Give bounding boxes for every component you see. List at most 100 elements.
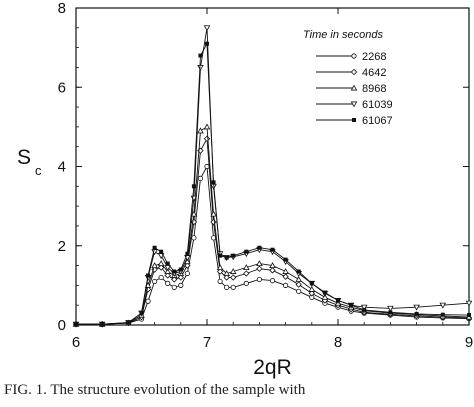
data-point xyxy=(270,247,275,252)
series-line-4642 xyxy=(76,137,470,325)
y-tick-label: 8 xyxy=(58,0,66,17)
data-point xyxy=(243,264,250,271)
data-point xyxy=(164,268,171,274)
data-point xyxy=(282,273,289,280)
data-point xyxy=(257,245,262,250)
data-point xyxy=(172,269,177,274)
data-point xyxy=(152,278,158,285)
data-point xyxy=(223,270,230,276)
data-point xyxy=(349,303,354,308)
data-point xyxy=(145,298,151,304)
data-point xyxy=(178,267,183,272)
data-point xyxy=(321,293,329,300)
legend-label-61039: 61039 xyxy=(362,99,393,111)
legend-label-8968: 8968 xyxy=(362,83,386,95)
data-point xyxy=(159,249,164,254)
data-point xyxy=(203,135,211,142)
series-61067 xyxy=(74,41,471,327)
legend-label-61067: 61067 xyxy=(362,115,393,127)
data-point xyxy=(203,123,211,130)
data-point xyxy=(197,64,204,71)
data-point xyxy=(184,270,190,277)
data-point xyxy=(197,175,204,181)
data-point xyxy=(269,278,276,284)
data-point xyxy=(198,53,203,58)
data-point xyxy=(269,262,276,269)
data-point xyxy=(165,280,171,286)
data-point xyxy=(151,262,158,269)
data-point xyxy=(205,41,209,46)
data-point xyxy=(216,268,224,275)
data-point xyxy=(184,258,191,265)
data-point xyxy=(256,265,263,272)
data-point xyxy=(465,300,473,307)
data-point xyxy=(244,249,249,254)
data-point xyxy=(157,264,165,271)
data-point xyxy=(283,257,288,262)
data-point xyxy=(243,270,250,277)
data-point xyxy=(178,282,184,288)
data-point xyxy=(256,260,263,267)
y-tick-label: 2 xyxy=(58,238,66,255)
data-point xyxy=(336,298,340,303)
data-point xyxy=(177,274,184,281)
data-point xyxy=(362,307,367,312)
series-line-2268 xyxy=(76,164,470,325)
series-line-8968 xyxy=(76,126,470,325)
data-point xyxy=(158,274,164,281)
x-tick-label: 9 xyxy=(465,334,473,351)
data-point xyxy=(146,273,151,278)
axes: 6 7 8 9 0 2 4 6 8 2qR Sc xyxy=(17,0,473,379)
data-point xyxy=(126,320,131,325)
data-point xyxy=(467,313,471,318)
data-point xyxy=(256,276,262,283)
series-4642 xyxy=(72,135,473,328)
data-point xyxy=(309,281,314,286)
data-point xyxy=(191,184,196,189)
data-point xyxy=(157,260,165,267)
x-axis-title: 2qR xyxy=(253,356,292,379)
data-point xyxy=(185,251,190,256)
series-8968 xyxy=(72,123,473,327)
data-point xyxy=(151,266,158,273)
data-point xyxy=(229,268,237,274)
x-tick-label: 7 xyxy=(203,334,211,351)
data-point xyxy=(388,310,393,315)
data-point xyxy=(295,281,302,288)
data-point xyxy=(308,285,316,292)
y-tick-label: 0 xyxy=(58,317,66,334)
plot-frame xyxy=(75,7,470,326)
data-point xyxy=(74,322,78,327)
legend-label-2268: 2268 xyxy=(362,51,386,63)
legend-marker-4642 xyxy=(350,68,358,76)
data-point xyxy=(269,267,276,274)
x-tick-label: 8 xyxy=(334,334,342,351)
data-point xyxy=(152,245,157,250)
data-point xyxy=(439,302,447,309)
data-point xyxy=(282,268,289,274)
x-tick-label: 6 xyxy=(72,334,80,351)
data-point xyxy=(414,311,419,316)
data-point xyxy=(204,163,210,170)
data-point xyxy=(203,25,211,32)
data-point xyxy=(164,272,171,279)
data-point xyxy=(224,284,230,290)
data-point xyxy=(295,276,302,282)
data-point xyxy=(191,235,197,241)
series-2268 xyxy=(73,163,472,327)
legend-marker-2268 xyxy=(351,53,357,59)
y-tick-label: 4 xyxy=(58,159,66,176)
data-point xyxy=(216,264,224,271)
data-point xyxy=(308,290,315,297)
legend-label-4642: 4642 xyxy=(362,67,386,79)
data-point xyxy=(296,269,301,274)
data-point xyxy=(440,312,445,317)
legend: Time in seconds 2268 4642 8968 61039 61067 xyxy=(303,29,393,127)
data-point xyxy=(165,261,170,266)
data-point xyxy=(100,322,105,327)
data-point xyxy=(231,253,236,258)
data-point xyxy=(413,304,420,311)
legend-marker-61039 xyxy=(350,101,358,108)
data-point xyxy=(387,305,394,312)
data-point xyxy=(360,304,368,311)
